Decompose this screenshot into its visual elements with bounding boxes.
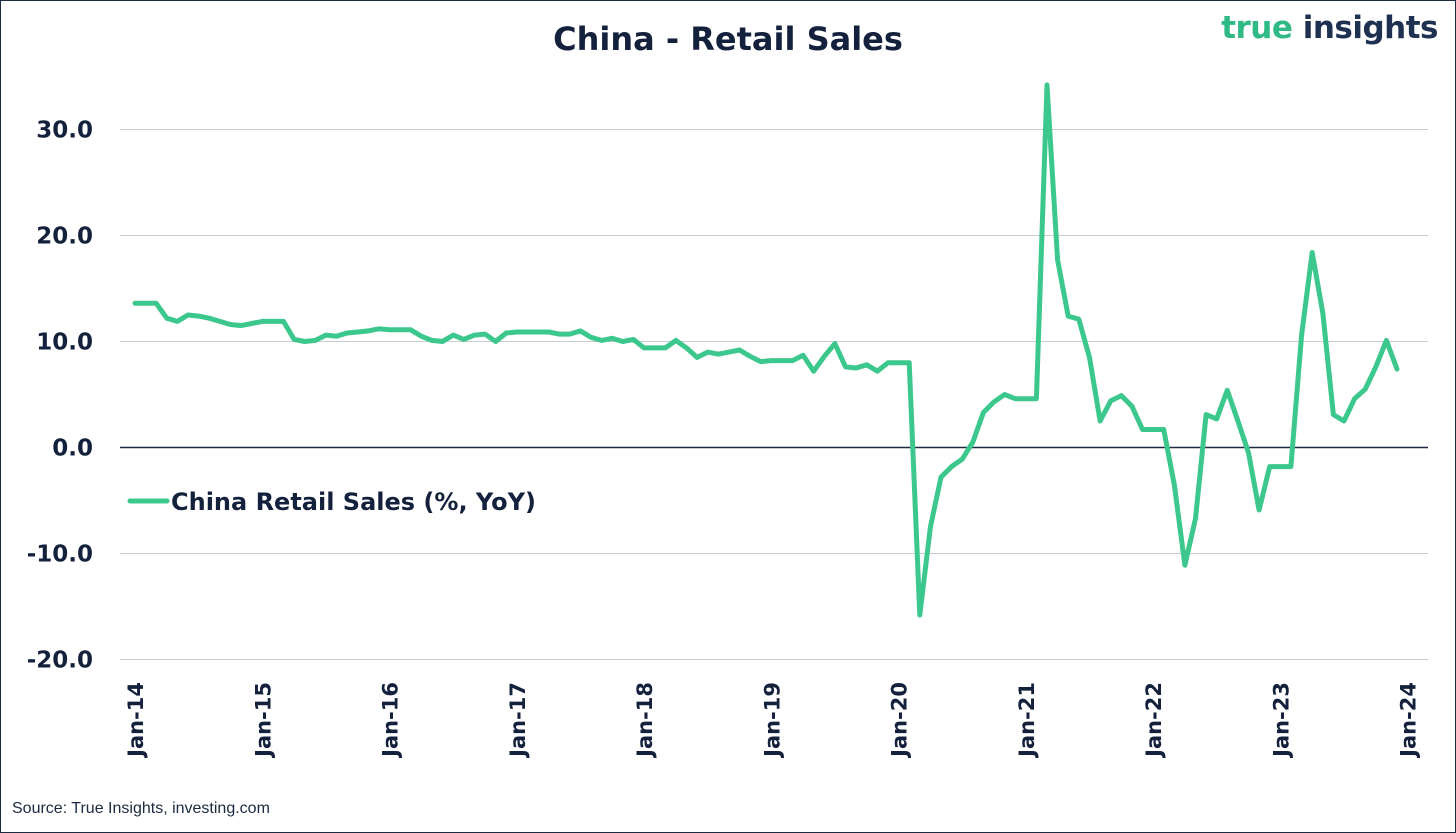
brand-logo: true insights bbox=[1221, 10, 1438, 46]
x-tick-label: Jan-23 bbox=[1269, 682, 1293, 759]
x-tick-label: Jan-24 bbox=[1397, 682, 1421, 759]
series-layer bbox=[132, 82, 1400, 618]
legend: China Retail Sales (%, YoY) bbox=[127, 488, 536, 516]
x-axis-ticks: Jan-14 Jan-15 Jan-16 Jan-17 Jan-18 Jan-19 Jan-… bbox=[124, 682, 1421, 759]
x-tick-label: Jan-18 bbox=[633, 682, 657, 759]
y-tick-label: -10.0 bbox=[27, 542, 93, 568]
x-tick-label: Jan-22 bbox=[1142, 682, 1166, 759]
legend-label: China Retail Sales (%, YoY) bbox=[171, 488, 536, 516]
y-tick-label: 20.0 bbox=[36, 224, 93, 250]
y-axis-ticks: -20.0 -10.0 0.0 10.0 20.0 30.0 bbox=[27, 118, 93, 674]
source-note: Source: True Insights, investing.com bbox=[12, 800, 270, 817]
x-tick-label: Jan-14 bbox=[124, 682, 148, 759]
y-tick-label: 0.0 bbox=[52, 436, 93, 462]
series-line bbox=[132, 82, 1400, 618]
x-tick-label: Jan-21 bbox=[1015, 682, 1039, 759]
y-tick-label: 10.0 bbox=[36, 330, 93, 356]
x-tick-label: Jan-16 bbox=[379, 682, 403, 759]
x-tick-label: Jan-17 bbox=[506, 682, 530, 759]
brand-logo-part1: true bbox=[1221, 10, 1293, 46]
y-tick-label: -20.0 bbox=[27, 648, 93, 674]
y-tick-label: 30.0 bbox=[36, 118, 93, 144]
chart-title: China - Retail Sales bbox=[553, 20, 903, 58]
x-tick-label: Jan-15 bbox=[251, 682, 275, 759]
x-tick-label: Jan-19 bbox=[760, 682, 784, 759]
brand-logo-part2: insights bbox=[1302, 10, 1439, 46]
grid-lines bbox=[120, 129, 1428, 660]
x-tick-label: Jan-20 bbox=[888, 682, 912, 759]
